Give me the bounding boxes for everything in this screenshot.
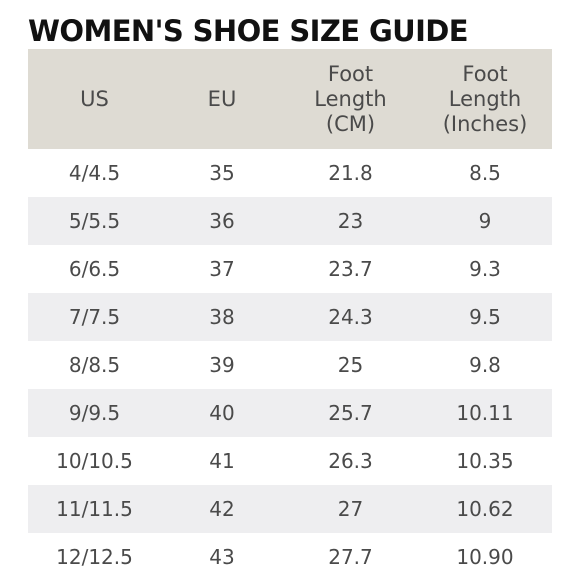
header-foot-length-cm: Foot Length (CM) xyxy=(283,49,418,149)
cell-us: 11/11.5 xyxy=(28,485,161,533)
cell-us: 12/12.5 xyxy=(28,533,161,581)
cell-eu: 41 xyxy=(161,437,283,485)
cell-us: 5/5.5 xyxy=(28,197,161,245)
table-body: 4/4.5 35 21.8 8.5 5/5.5 36 23 9 6/6.5 37… xyxy=(28,149,552,581)
cell-eu: 39 xyxy=(161,341,283,389)
header-foot-length-inches: Foot Length (Inches) xyxy=(418,49,552,149)
table-row: 6/6.5 37 23.7 9.3 xyxy=(28,245,552,293)
cell-cm: 23.7 xyxy=(283,245,418,293)
table-row: 11/11.5 42 27 10.62 xyxy=(28,485,552,533)
cell-us: 4/4.5 xyxy=(28,149,161,197)
cell-eu: 40 xyxy=(161,389,283,437)
table-row: 5/5.5 36 23 9 xyxy=(28,197,552,245)
cell-us: 6/6.5 xyxy=(28,245,161,293)
cell-eu: 42 xyxy=(161,485,283,533)
cell-eu: 43 xyxy=(161,533,283,581)
cell-cm: 27.7 xyxy=(283,533,418,581)
cell-cm: 21.8 xyxy=(283,149,418,197)
table-row: 4/4.5 35 21.8 8.5 xyxy=(28,149,552,197)
cell-us: 8/8.5 xyxy=(28,341,161,389)
table-row: 10/10.5 41 26.3 10.35 xyxy=(28,437,552,485)
cell-inches: 10.62 xyxy=(418,485,552,533)
cell-us: 10/10.5 xyxy=(28,437,161,485)
cell-cm: 25 xyxy=(283,341,418,389)
cell-inches: 9.8 xyxy=(418,341,552,389)
cell-cm: 23 xyxy=(283,197,418,245)
cell-inches: 10.35 xyxy=(418,437,552,485)
cell-inches: 9 xyxy=(418,197,552,245)
cell-inches: 9.5 xyxy=(418,293,552,341)
table-row: 8/8.5 39 25 9.8 xyxy=(28,341,552,389)
table-header: US EU Foot Length (CM) Foot Length (Inch… xyxy=(28,49,552,149)
cell-eu: 37 xyxy=(161,245,283,293)
cell-inches: 8.5 xyxy=(418,149,552,197)
header-us: US xyxy=(28,49,161,149)
header-row: US EU Foot Length (CM) Foot Length (Inch… xyxy=(28,49,552,149)
cell-us: 7/7.5 xyxy=(28,293,161,341)
cell-inches: 10.90 xyxy=(418,533,552,581)
shoe-size-table: US EU Foot Length (CM) Foot Length (Inch… xyxy=(28,49,552,581)
cell-cm: 26.3 xyxy=(283,437,418,485)
cell-cm: 24.3 xyxy=(283,293,418,341)
cell-eu: 36 xyxy=(161,197,283,245)
cell-eu: 35 xyxy=(161,149,283,197)
header-eu: EU xyxy=(161,49,283,149)
cell-inches: 10.11 xyxy=(418,389,552,437)
cell-cm: 27 xyxy=(283,485,418,533)
cell-us: 9/9.5 xyxy=(28,389,161,437)
cell-cm: 25.7 xyxy=(283,389,418,437)
page-title: WOMEN'S SHOE SIZE GUIDE xyxy=(28,14,469,48)
table-row: 12/12.5 43 27.7 10.90 xyxy=(28,533,552,581)
table-row: 7/7.5 38 24.3 9.5 xyxy=(28,293,552,341)
table-row: 9/9.5 40 25.7 10.11 xyxy=(28,389,552,437)
cell-eu: 38 xyxy=(161,293,283,341)
cell-inches: 9.3 xyxy=(418,245,552,293)
